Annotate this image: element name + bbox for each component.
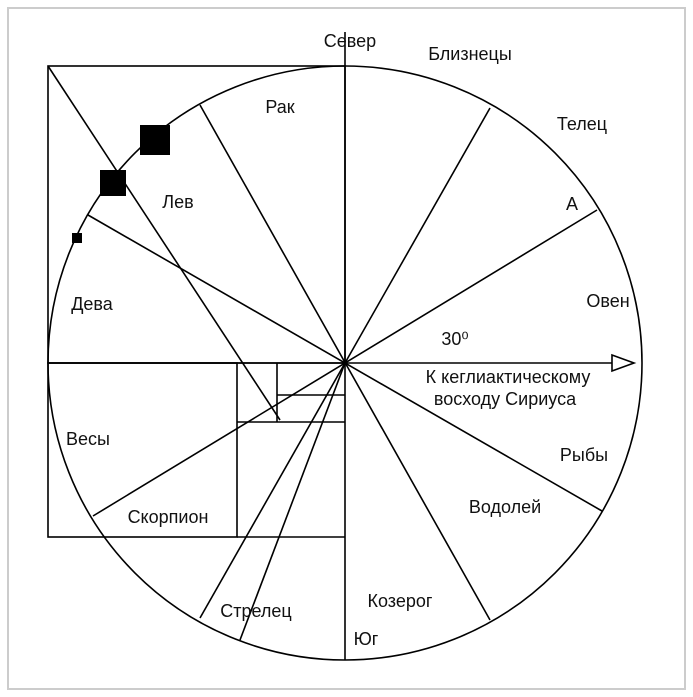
- marker: [72, 233, 82, 243]
- label: Рыбы: [560, 445, 608, 465]
- label: 30⁰: [441, 329, 468, 349]
- drawing: [47, 32, 643, 661]
- diagonal: [239, 362, 346, 641]
- diagonal: [47, 65, 281, 421]
- label: Весы: [66, 429, 110, 449]
- label: Дева: [71, 294, 114, 314]
- label: Телец: [557, 114, 607, 134]
- label: Скорпион: [128, 507, 209, 527]
- rect: [47, 362, 238, 538]
- marker: [100, 170, 126, 196]
- label: Север: [324, 31, 376, 51]
- label: Юг: [354, 629, 379, 649]
- label: Лев: [162, 192, 193, 212]
- label: восходу Сириуса: [434, 389, 577, 409]
- label: Водолей: [469, 497, 541, 517]
- label: Рак: [265, 97, 294, 117]
- label: Козерог: [368, 591, 433, 611]
- label: Овен: [586, 291, 629, 311]
- label: А: [566, 194, 578, 214]
- label: Близнецы: [428, 44, 512, 64]
- marker: [140, 125, 170, 155]
- label: Стрелец: [220, 601, 292, 621]
- frame: [7, 7, 686, 690]
- arrow-head: [611, 353, 637, 373]
- labels: Север Близнецы Рак Телец Лев А Дева Овен 30⁰ К ке…: [66, 31, 630, 649]
- label: К кеглиактическому: [426, 367, 591, 387]
